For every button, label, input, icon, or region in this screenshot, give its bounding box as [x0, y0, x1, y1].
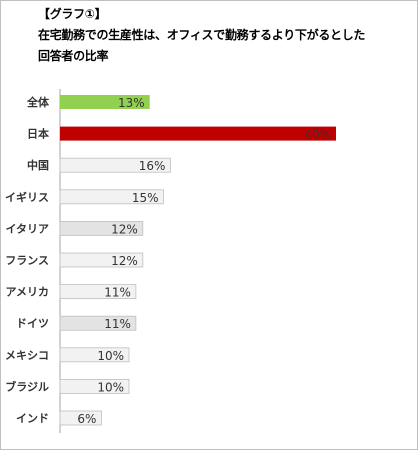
chart-title-line-1: 【グラフ①】 [38, 7, 107, 21]
category-label: イギリス [5, 190, 49, 204]
category-label: 中国 [27, 158, 49, 172]
bar [59, 410, 102, 426]
category-label: インド [16, 412, 49, 425]
bar [59, 189, 164, 205]
value-label: 10% [97, 380, 124, 394]
bar [59, 378, 130, 394]
category-label: メキシコ [5, 349, 49, 362]
value-label: 13% [118, 96, 145, 110]
value-label: 12% [111, 254, 138, 268]
bar [59, 284, 137, 300]
category-label: アメリカ [6, 286, 49, 299]
bar [59, 220, 144, 236]
category-label: ドイツ [16, 317, 49, 330]
value-label: 11% [104, 317, 131, 331]
value-label: 10% [97, 349, 124, 363]
value-label: 11% [104, 286, 131, 300]
category-label: 全体 [26, 95, 50, 109]
value-label: 15% [132, 191, 159, 205]
bar [60, 126, 336, 141]
value-label: 6% [77, 412, 96, 426]
chart-title-line-2: 在宅勤務での生産性は、オフィスで勤務するより下がるとした [38, 28, 366, 42]
category-label: フランス [5, 254, 49, 267]
value-label: 40% [304, 128, 331, 142]
bar [59, 252, 144, 268]
bar [60, 95, 150, 109]
category-label: イタリア [5, 222, 49, 235]
bar [59, 157, 171, 173]
value-label: 16% [139, 159, 166, 173]
category-label: 日本 [27, 127, 49, 141]
bar [59, 315, 137, 331]
category-label: ブラジル [5, 379, 49, 393]
chart-title-line-3: 回答者の比率 [38, 49, 109, 63]
bar [59, 347, 130, 363]
value-label: 12% [111, 222, 138, 236]
